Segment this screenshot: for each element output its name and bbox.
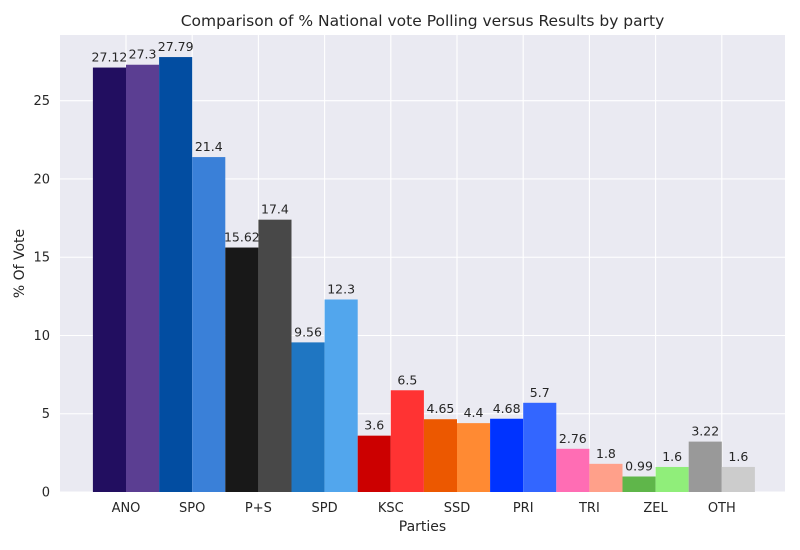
bar	[357, 435, 391, 492]
y-tick-label: 15	[33, 251, 50, 266]
bar-value-label: 4.65	[427, 401, 455, 416]
bar	[225, 247, 259, 492]
bar	[622, 476, 656, 492]
bars	[92, 57, 755, 493]
bar	[159, 57, 193, 492]
bar-value-label: 17.4	[261, 202, 289, 217]
bar-value-label: 3.22	[691, 424, 719, 439]
y-axis-label: % Of Vote	[12, 229, 28, 298]
bar-value-label: 15.62	[224, 230, 260, 245]
x-tick-label: SPD	[312, 501, 338, 516]
bar	[655, 466, 689, 492]
bar-value-label: 4.4	[464, 405, 484, 420]
chart-title: Comparison of % National vote Polling ve…	[181, 12, 665, 30]
x-tick-label: OTH	[708, 501, 736, 516]
y-tick-label: 0	[42, 486, 50, 501]
bar	[523, 402, 557, 492]
x-tick-label: P+S	[245, 501, 272, 516]
bar	[92, 67, 126, 493]
y-tick-label: 20	[33, 172, 50, 187]
y-tick-label: 25	[33, 94, 50, 109]
bar	[126, 64, 160, 492]
bar-value-label: 12.3	[327, 281, 355, 296]
bar-value-label: 1.6	[728, 449, 748, 464]
bar	[258, 219, 292, 492]
y-tick-label: 10	[33, 329, 50, 344]
x-tick-label: ZEL	[643, 501, 668, 516]
bar-value-label: 21.4	[195, 139, 223, 154]
y-axis-ticks: 0 5 10 15 20 25	[33, 94, 50, 500]
x-tick-label: PRI	[513, 501, 534, 516]
bar	[192, 157, 226, 492]
bar-value-label: 0.99	[625, 459, 653, 474]
x-tick-label: ANO	[112, 501, 141, 516]
bar-value-label: 1.6	[662, 449, 682, 464]
bar	[721, 466, 755, 492]
x-axis-ticks: ANO SPO P+S SPD KSC SSD PRI TRI ZEL OTH	[112, 501, 736, 516]
bar-value-label: 27.79	[158, 39, 194, 54]
bar-value-label: 27.3	[129, 47, 157, 62]
bar	[457, 423, 491, 492]
bar	[490, 418, 524, 492]
bar	[324, 299, 358, 492]
bar-value-label: 9.56	[294, 324, 322, 339]
bar-value-label: 4.68	[493, 401, 521, 416]
bar	[688, 441, 722, 492]
x-tick-label: SPO	[179, 501, 205, 516]
bar	[556, 448, 590, 492]
bar-value-label: 2.76	[559, 431, 587, 446]
y-tick-label: 5	[42, 407, 50, 422]
x-axis-label: Parties	[399, 519, 446, 535]
bar-value-label: 1.8	[596, 446, 616, 461]
x-tick-label: SSD	[444, 501, 471, 516]
bar-value-label: 3.6	[364, 418, 384, 433]
bar	[589, 463, 623, 492]
bar	[390, 390, 424, 492]
bar-value-label: 6.5	[397, 372, 417, 387]
bar-value-label: 5.7	[530, 385, 550, 400]
bar	[423, 419, 457, 492]
x-tick-label: TRI	[578, 501, 600, 516]
x-tick-label: KSC	[378, 501, 404, 516]
bar	[291, 342, 325, 492]
bar-value-label: 27.12	[92, 50, 128, 65]
